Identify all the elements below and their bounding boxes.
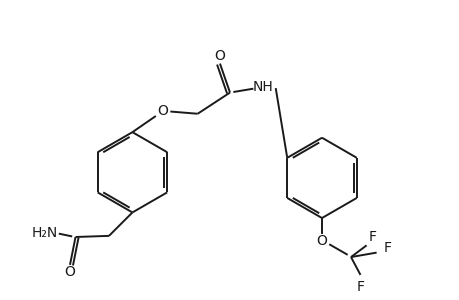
Text: NH: NH	[252, 80, 273, 94]
Text: F: F	[356, 280, 364, 294]
Text: O: O	[157, 104, 168, 118]
Text: F: F	[367, 230, 375, 244]
Text: O: O	[64, 265, 75, 279]
Text: O: O	[214, 49, 225, 63]
Text: O: O	[315, 234, 326, 248]
Text: H₂N: H₂N	[32, 226, 58, 239]
Text: F: F	[383, 241, 391, 255]
